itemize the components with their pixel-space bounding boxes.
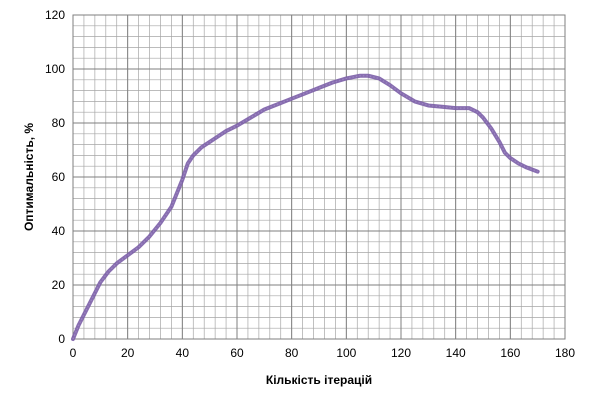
y-tick-label: 40 xyxy=(52,224,66,238)
x-tick-label: 60 xyxy=(230,346,244,360)
x-tick-label: 180 xyxy=(555,346,575,360)
x-axis-title: Кількість ітерацій xyxy=(266,373,372,387)
series-line-texture xyxy=(72,75,538,340)
y-tick-label: 100 xyxy=(45,62,65,76)
y-tick-label: 60 xyxy=(52,170,66,184)
x-tick-label: 80 xyxy=(285,346,299,360)
y-tick-label: 20 xyxy=(52,278,66,292)
x-tick-label: 40 xyxy=(176,346,190,360)
x-tick-label: 0 xyxy=(70,346,77,360)
x-tick-label: 120 xyxy=(391,346,411,360)
series-line xyxy=(71,73,540,341)
y-axis-ticks: 0 20 40 60 80 100 120 xyxy=(45,8,65,346)
major-gridlines xyxy=(72,14,566,340)
x-tick-label: 20 xyxy=(121,346,135,360)
y-axis-title: Оптимальність, % xyxy=(22,123,36,231)
plot-area-frame xyxy=(72,14,566,340)
y-tick-label: 80 xyxy=(52,116,66,130)
x-axis-ticks: 0 20 40 60 80 100 120 140 160 180 xyxy=(70,346,576,360)
x-tick-label: 160 xyxy=(500,346,520,360)
series-layer xyxy=(71,73,540,341)
y-tick-label: 120 xyxy=(45,8,65,22)
y-tick-label: 0 xyxy=(58,332,65,346)
x-tick-label: 140 xyxy=(446,346,466,360)
x-tick-label: 100 xyxy=(336,346,356,360)
